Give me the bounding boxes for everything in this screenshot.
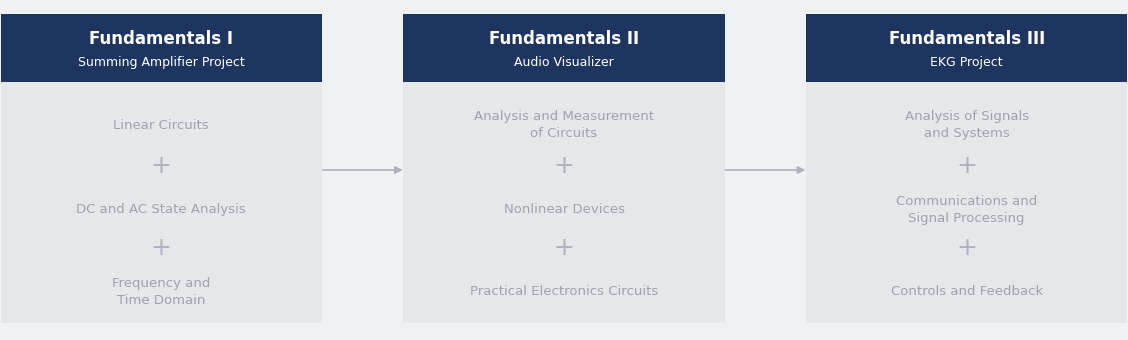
- Text: Communications and
Signal Processing: Communications and Signal Processing: [896, 194, 1038, 224]
- Text: +: +: [151, 236, 171, 260]
- Bar: [805, 14, 1127, 323]
- Text: +: +: [554, 154, 574, 178]
- Bar: [805, 14, 1127, 82]
- Bar: [404, 14, 724, 323]
- Bar: [1, 14, 323, 323]
- Text: Nonlinear Devices: Nonlinear Devices: [503, 203, 625, 216]
- Text: +: +: [957, 236, 977, 260]
- Text: Fundamentals III: Fundamentals III: [889, 31, 1045, 48]
- Text: EKG Project: EKG Project: [931, 56, 1003, 69]
- Text: +: +: [151, 154, 171, 178]
- Text: Analysis and Measurement
of Circuits: Analysis and Measurement of Circuits: [474, 110, 654, 140]
- Text: Audio Visualizer: Audio Visualizer: [514, 56, 614, 69]
- Text: Linear Circuits: Linear Circuits: [114, 119, 209, 132]
- Text: Analysis of Signals
and Systems: Analysis of Signals and Systems: [905, 110, 1029, 140]
- Text: DC and AC State Analysis: DC and AC State Analysis: [77, 203, 246, 216]
- Bar: [1, 14, 323, 82]
- Bar: [404, 14, 724, 82]
- Text: Summing Amplifier Project: Summing Amplifier Project: [78, 56, 245, 69]
- Text: +: +: [957, 154, 977, 178]
- Text: Controls and Feedback: Controls and Feedback: [891, 285, 1042, 298]
- Text: Fundamentals II: Fundamentals II: [488, 31, 640, 48]
- Text: Frequency and
Time Domain: Frequency and Time Domain: [112, 277, 211, 307]
- Text: Practical Electronics Circuits: Practical Electronics Circuits: [470, 285, 658, 298]
- Text: +: +: [554, 236, 574, 260]
- Text: Fundamentals I: Fundamentals I: [89, 31, 233, 48]
